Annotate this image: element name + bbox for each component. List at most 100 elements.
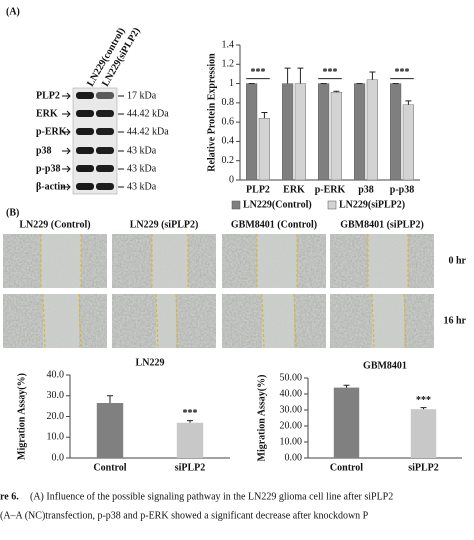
y-tick-label: 40.0: [47, 369, 65, 380]
image-column-label: GBM8401 (Control): [231, 219, 317, 230]
scratch: [152, 234, 188, 288]
significance-label: ***: [395, 67, 410, 78]
blot-size-label: 43 kDa: [127, 163, 157, 174]
image-column-label: LN229 (Control): [19, 219, 90, 230]
bar: [333, 387, 360, 458]
y-tick-label: 0.00: [285, 452, 303, 463]
y-tick-label: 20.00: [280, 420, 303, 431]
error-bar: [420, 407, 427, 410]
y-tick-label: 20.0: [47, 411, 65, 422]
image-column-label: GBM8401 (siPLP2): [340, 219, 424, 230]
image-row-label: 16 hr: [444, 315, 467, 326]
y-tick-label: 10.0: [47, 432, 65, 443]
wound-edge: [371, 293, 375, 349]
y-tick-label: 1: [229, 78, 234, 89]
error-bar: [333, 90, 340, 93]
blot-band: [76, 92, 94, 99]
wound-edge: [293, 293, 297, 349]
y-tick-label: 0.4: [222, 136, 235, 147]
image-row-label: 0 hr: [449, 255, 467, 266]
bar: [96, 403, 124, 458]
x-tick-label: siPLP2: [175, 462, 206, 473]
y-tick-label: 1.4: [222, 39, 235, 50]
arrow: [62, 147, 71, 155]
scratch: [262, 294, 294, 348]
blot-size-label: 44.42 kDa: [127, 108, 169, 119]
blot-band: [76, 183, 94, 190]
scratch: [43, 294, 79, 348]
blot-band: [76, 110, 94, 117]
wound-edge: [175, 293, 179, 349]
blot-size-label: 43 kDa: [127, 145, 157, 156]
y-axis-label: Migration Assay(%): [16, 373, 27, 460]
blot-band: [96, 165, 114, 172]
error-bar: [343, 384, 350, 388]
x-tick-label: Control: [330, 462, 363, 473]
arrow: [62, 128, 71, 136]
x-tick-label: PLP2: [246, 184, 270, 195]
blot-row-label: PLP2: [36, 90, 60, 101]
y-tick-label: 0.0: [52, 452, 65, 463]
x-tick-label: p38: [358, 184, 374, 195]
y-axis-label: Migration Assay(%): [256, 375, 267, 462]
scratch: [372, 294, 404, 348]
y-tick-label: 0: [229, 174, 234, 185]
bar: [245, 83, 258, 181]
chart-title: GBM8401: [363, 360, 407, 371]
error-bar: [261, 112, 268, 119]
legend-swatch: [231, 200, 241, 210]
x-tick-label: siPLP2: [408, 462, 439, 473]
significance-label: ***: [416, 395, 431, 406]
x-tick-label: p-ERK: [315, 184, 346, 195]
bar: [390, 83, 402, 181]
bar: [282, 83, 294, 181]
bar: [366, 79, 379, 181]
blot-band: [96, 147, 114, 154]
blot-frame: [72, 87, 118, 195]
blot-size-label: 44.42 kDa: [127, 126, 169, 137]
bar: [294, 83, 307, 181]
wound-edge: [261, 293, 265, 349]
wound-edge: [42, 293, 46, 349]
y-tick-label: 0.8: [222, 97, 235, 108]
significance-label: ***: [323, 67, 338, 78]
blot-band: [76, 128, 94, 135]
bar: [176, 422, 204, 458]
blot-band: [96, 110, 114, 117]
blot-row-label: β-actin: [36, 181, 66, 192]
legend-label: LN229(siPLP2): [339, 199, 405, 210]
image-column-label: LN229 (siPLP2): [130, 219, 199, 230]
panel-label: (B): [6, 207, 19, 218]
error-bar: [187, 420, 193, 423]
y-tick-label: 30.00: [280, 404, 303, 415]
bar: [330, 92, 343, 181]
arrow: [62, 183, 71, 191]
blot-size-label: 17 kDa: [127, 90, 157, 101]
arrow: [62, 165, 71, 173]
legend-label: LN229(Control): [243, 199, 312, 210]
error-bar: [297, 67, 304, 84]
blot-band: [96, 128, 114, 135]
blot-row-label: p-p38: [36, 163, 60, 174]
arrow: [62, 110, 71, 118]
panel-label: (A): [6, 6, 20, 17]
caption-text: (A) Influence of the possible signaling …: [30, 491, 393, 502]
x-tick-label: Control: [93, 462, 126, 473]
x-tick-label: p-p38: [390, 184, 414, 195]
y-tick-label: 0.2: [222, 155, 235, 166]
blot-band: [76, 165, 94, 172]
significance-label: ***: [183, 408, 198, 419]
scratch: [156, 294, 176, 348]
bar: [258, 118, 271, 181]
significance-label: ***: [251, 67, 266, 78]
blot-row-label: p-ERK: [36, 126, 67, 137]
blot-band: [76, 147, 94, 154]
blot-row-label: ERK: [36, 108, 58, 119]
legend-swatch: [327, 200, 337, 210]
chart-title: LN229: [136, 357, 165, 368]
error-bar: [107, 395, 113, 404]
caption-text: (A–A (NC)transfection, p-p38 and p-ERK s…: [0, 510, 369, 521]
caption-label: re 6.: [0, 491, 19, 502]
y-tick-label: 10.00: [280, 436, 303, 447]
